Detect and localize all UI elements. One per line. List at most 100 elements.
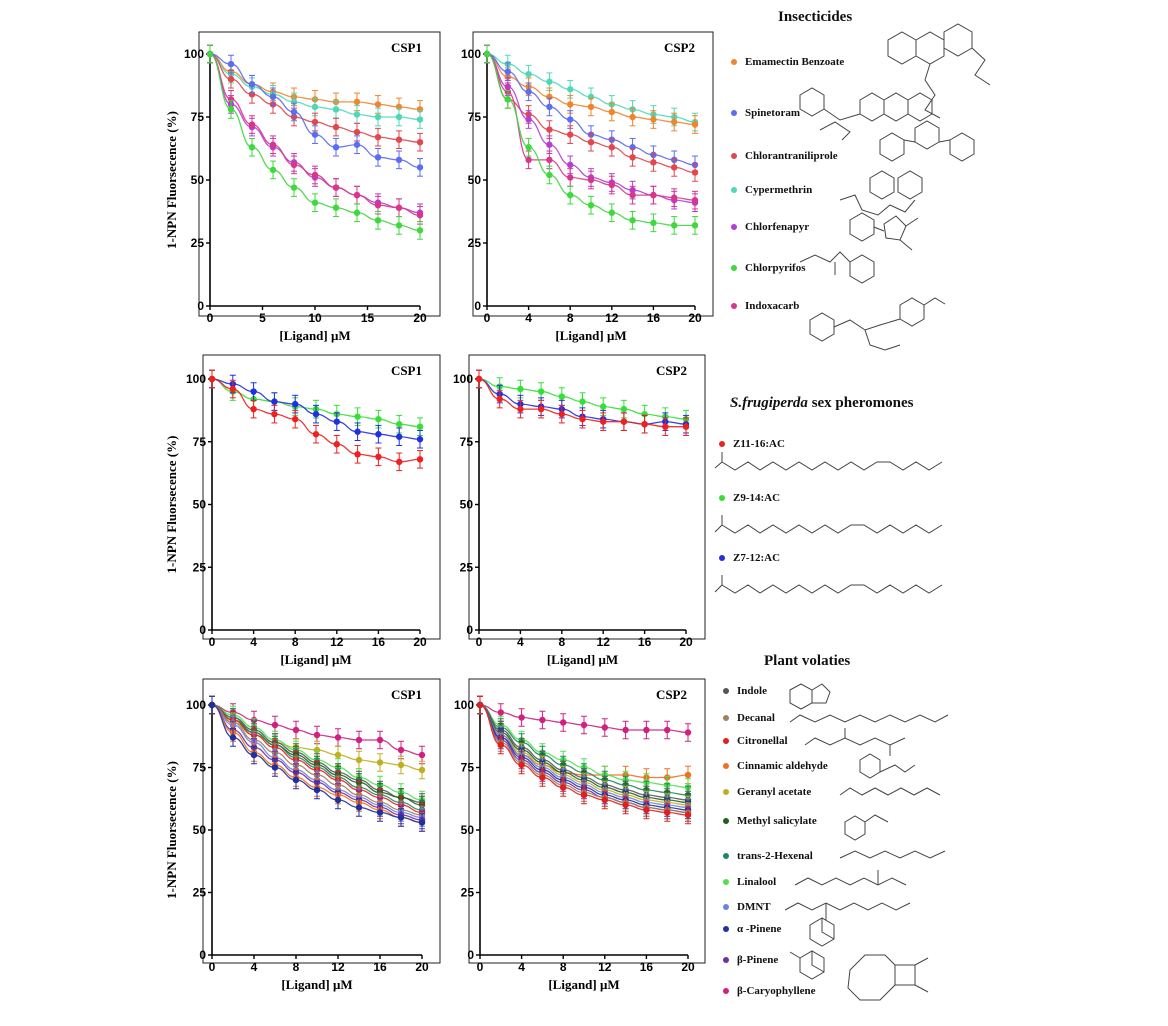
plot-frame — [202, 678, 441, 964]
x-tick-label: 15 — [361, 311, 375, 325]
y-tick-label: 100 — [186, 698, 206, 712]
x-tick-label: 8 — [567, 311, 574, 325]
data-point — [395, 156, 403, 164]
x-tick-label: 20 — [681, 960, 695, 974]
series-1 — [208, 369, 424, 449]
data-point — [312, 431, 320, 438]
data-point — [662, 423, 669, 430]
x-tick-label: 4 — [250, 635, 257, 649]
series-0 — [476, 695, 692, 742]
legend-marker — [723, 763, 729, 770]
data-point — [250, 405, 257, 413]
data-point — [684, 771, 692, 779]
x-axis-label: [Ligand] μM — [555, 328, 626, 343]
x-tick-label: 12 — [330, 635, 344, 649]
data-point — [567, 191, 574, 199]
legend-label: Spinetoram — [745, 107, 800, 119]
x-tick-label: 20 — [688, 311, 702, 325]
data-point — [641, 420, 648, 428]
data-point — [504, 68, 511, 75]
data-point — [476, 701, 484, 709]
series-2 — [475, 369, 690, 436]
x-tick-label: 16 — [638, 635, 652, 649]
data-point — [332, 144, 340, 151]
x-axis-label: [Ligand] μM — [281, 977, 352, 992]
legend-item-plant-9: α -Pinene — [723, 923, 781, 935]
x-tick-label: 20 — [679, 635, 693, 649]
legend-item-insecticides-5: Chlorpyrifos — [731, 262, 806, 274]
y-tick-label: 50 — [193, 823, 207, 837]
data-point — [418, 751, 426, 759]
data-point — [546, 141, 553, 148]
series-11 — [476, 695, 692, 825]
data-point — [558, 410, 565, 418]
data-point — [333, 441, 340, 448]
chart-panel-4: 0 25 50 75 100 0 4 8 12 16 20 [Ligand] μM CSP2 — [453, 354, 706, 667]
y-axis-label: 1-NPN Fluorsecence (%) — [164, 111, 179, 249]
y-tick-label: 50 — [460, 498, 474, 512]
data-point — [567, 131, 574, 138]
x-tick-label: 12 — [598, 960, 612, 974]
y-axis-label: 1-NPN Fluorsecence (%) — [164, 436, 179, 574]
data-point — [395, 222, 403, 229]
legend-marker — [723, 818, 729, 825]
x-tick-label: 20 — [415, 960, 429, 974]
y-tick-label: 100 — [184, 47, 204, 61]
legend-item-plant-10: β-Pinene — [723, 954, 778, 966]
y-tick-label: 100 — [454, 698, 474, 712]
y-tick-label: 25 — [468, 236, 482, 250]
data-point — [418, 766, 426, 774]
x-tick-label: 16 — [640, 960, 654, 974]
legend-item-insecticides-6: Indoxacarb — [731, 300, 799, 312]
x-axis-label: [Ligand] μM — [279, 328, 350, 343]
data-point — [643, 806, 650, 814]
data-point — [269, 141, 277, 148]
data-point — [600, 403, 607, 410]
data-point — [601, 724, 608, 731]
legend-marker — [723, 988, 729, 995]
data-point — [396, 433, 403, 440]
legend-label: Decanal — [737, 712, 775, 724]
y-tick-label: 75 — [460, 435, 474, 449]
y-tick-label: 75 — [461, 761, 475, 775]
legend-label: Chlorpyrifos — [745, 262, 806, 274]
data-point — [650, 219, 657, 227]
data-point — [353, 128, 361, 136]
data-point — [546, 103, 553, 111]
y-tick-label: 0 — [199, 948, 206, 962]
panel-title: CSP2 — [656, 687, 687, 702]
x-tick-label: 4 — [251, 960, 258, 974]
data-point — [600, 418, 607, 425]
data-point — [250, 751, 258, 759]
data-point — [560, 719, 567, 726]
legend-item-plant-3: Cinnamic aldehyde — [723, 760, 828, 772]
data-point — [311, 199, 319, 206]
data-point — [537, 388, 545, 395]
legend-label: Indole — [737, 685, 767, 697]
data-point — [374, 202, 382, 209]
chart-panel-5: 0 25 50 75 100 0 4 8 12 16 20 [Ligand] μM 1-NPN Fluo… — [164, 678, 441, 992]
data-point — [353, 191, 361, 199]
x-tick-label: 0 — [477, 960, 484, 974]
data-point — [650, 191, 657, 199]
legend-item-plant-4: Geranyl acetate — [723, 786, 811, 798]
data-point — [292, 400, 299, 408]
data-point — [271, 721, 279, 729]
data-point — [311, 103, 319, 111]
data-point — [229, 385, 236, 393]
data-point — [395, 136, 403, 143]
legend-marker — [723, 853, 729, 860]
data-point — [587, 103, 595, 111]
legend-label: Indoxacarb — [745, 300, 800, 312]
data-point — [269, 93, 277, 101]
x-tick-label: 16 — [373, 960, 387, 974]
data-point — [664, 726, 671, 734]
legend-label: β-Caryophyllene — [737, 985, 816, 997]
x-tick-label: 16 — [647, 311, 661, 325]
legend-label: β-Pinene — [737, 954, 779, 966]
chart-panel-1: 0 25 50 75 100 0 5 10 15 20 [Ligand] μM 1-NPN Fluor… — [164, 31, 441, 343]
data-point — [292, 726, 300, 734]
data-point — [497, 709, 504, 716]
legend-label: α -Pinene — [737, 923, 782, 935]
data-point — [313, 786, 321, 794]
